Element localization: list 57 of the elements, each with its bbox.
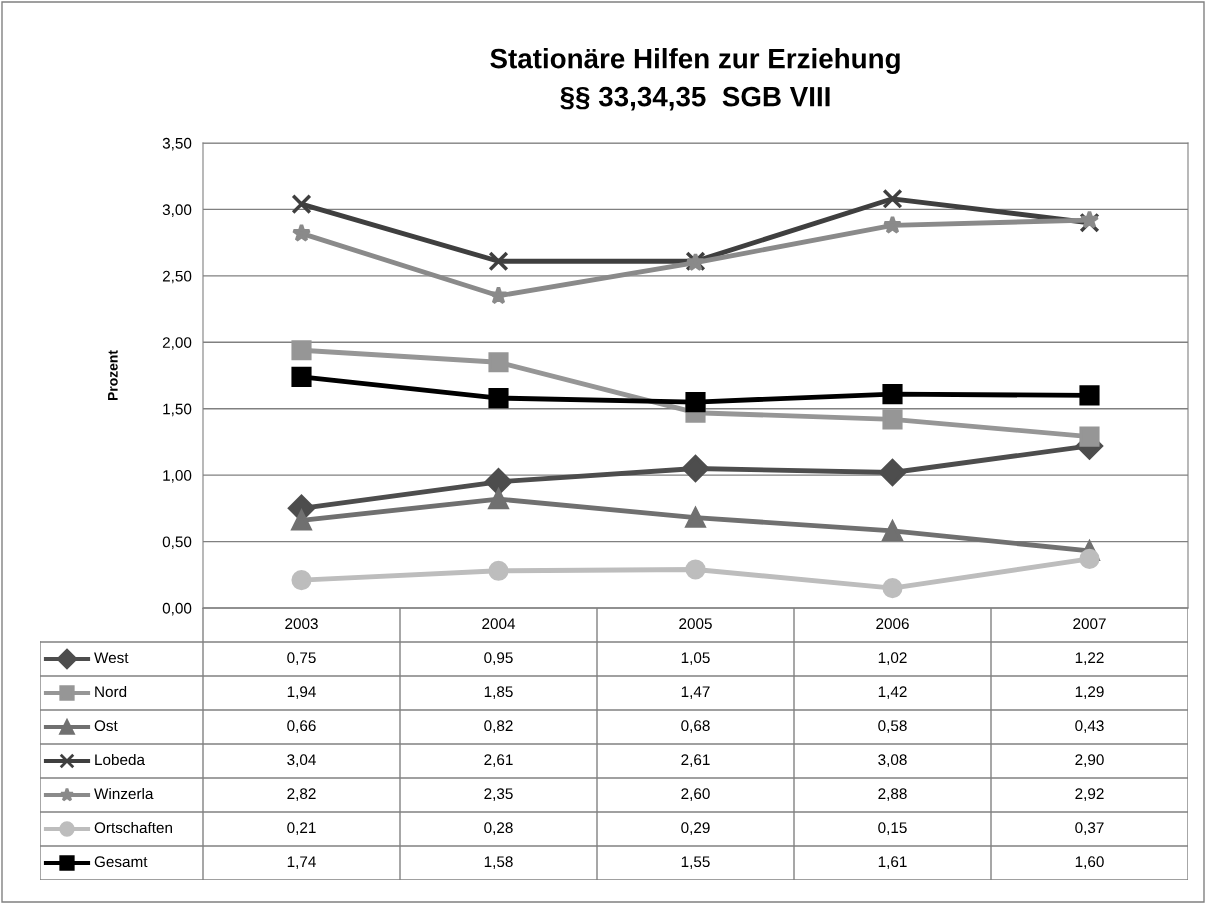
data-label: 1,05 <box>681 652 710 665</box>
data-label: 1,74 <box>287 856 316 869</box>
legend-label: West <box>94 652 129 664</box>
legend-label: Winzerla <box>94 787 154 800</box>
data-label: 1,29 <box>1075 686 1104 699</box>
data-label: 2,92 <box>1075 788 1104 801</box>
x-tick-label: 2007 <box>1073 618 1106 630</box>
data-label: 3,08 <box>878 754 907 767</box>
data-label: 1,22 <box>1075 652 1104 665</box>
data-label: 1,85 <box>484 686 513 699</box>
data-label: 0,75 <box>287 652 316 665</box>
y-tick-label: 0,50 <box>162 536 192 550</box>
data-label: 3,04 <box>287 754 316 767</box>
y-tick-label: 3,00 <box>162 204 192 217</box>
y-tick-label: 3,50 <box>162 137 192 151</box>
data-label: 2,82 <box>287 788 316 801</box>
y-tick-label: 1,00 <box>163 470 192 483</box>
y-axis-title: Prozent <box>108 350 118 401</box>
chart-title: Stationäre Hilfen zur Erziehung §§ 33,34,35 SGB VIII <box>490 48 900 111</box>
data-label: 0,28 <box>484 822 513 835</box>
data-label: 0,95 <box>484 652 513 665</box>
data-label: 0,15 <box>878 822 907 835</box>
data-label: 1,42 <box>878 686 907 699</box>
data-label: 1,94 <box>287 686 316 699</box>
data-label: 1,60 <box>1075 856 1104 869</box>
data-label: 0,43 <box>1075 720 1104 733</box>
y-tick-label: 0,00 <box>162 602 192 616</box>
data-label: 0,82 <box>484 720 513 733</box>
y-tick-label: 2,00 <box>162 337 192 350</box>
legend-label: Lobeda <box>95 753 145 766</box>
legend-label: Gesamt <box>94 856 148 868</box>
data-label: 1,47 <box>681 686 710 699</box>
x-tick-label: 2004 <box>482 618 516 630</box>
data-label: 0,21 <box>287 822 316 835</box>
legend-label: Ost <box>94 720 118 732</box>
data-label: 2,61 <box>484 754 513 767</box>
data-label: 2,90 <box>1075 754 1104 767</box>
data-label: 1,61 <box>878 856 907 869</box>
y-tick-label: 1,50 <box>163 403 192 417</box>
data-label: 2,61 <box>681 754 710 767</box>
y-tick-label: 2,50 <box>162 270 192 284</box>
x-tick-label: 2003 <box>285 618 318 630</box>
data-label: 0,29 <box>681 822 710 835</box>
data-label: 0,68 <box>681 720 710 733</box>
data-label: 1,58 <box>484 856 513 869</box>
data-label: 2,60 <box>681 788 710 801</box>
data-label: 2,35 <box>484 788 513 801</box>
data-label: 0,37 <box>1075 822 1104 835</box>
data-label: 1,55 <box>681 856 710 869</box>
data-label: 1,02 <box>878 652 907 665</box>
legend-label: Nord <box>95 685 127 698</box>
data-label: 0,58 <box>878 720 907 733</box>
x-tick-label: 2006 <box>876 618 909 630</box>
data-label: 0,66 <box>287 720 316 733</box>
legend-label: Ortschaften <box>94 821 172 834</box>
x-tick-label: 2005 <box>679 618 712 630</box>
data-label: 2,88 <box>878 788 907 801</box>
